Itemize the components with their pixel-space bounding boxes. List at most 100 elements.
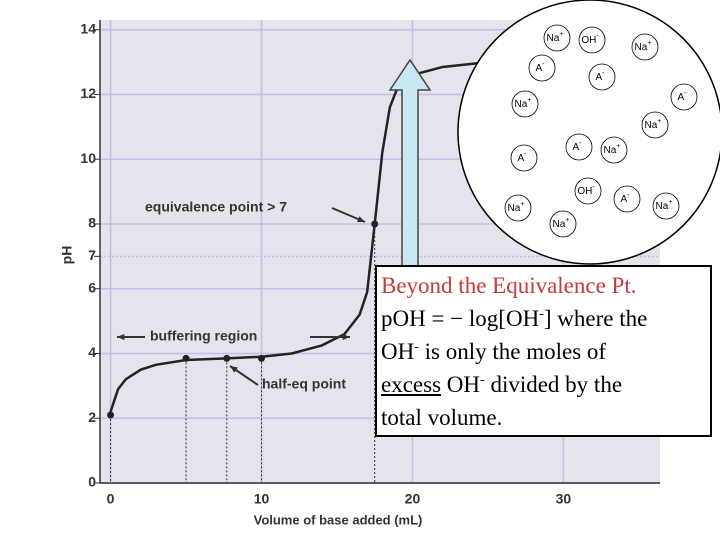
text-segment: is only the moles of: [418, 339, 607, 364]
x-tick-label: 30: [556, 491, 572, 507]
ion-circle: [588, 63, 616, 91]
ion-charge: +: [668, 199, 672, 206]
point: [258, 354, 266, 362]
text-line: Beyond the Equivalence Pt.: [381, 269, 706, 302]
up-arrow: [388, 58, 432, 269]
ion-circle: [504, 194, 532, 222]
ion-charge: -: [592, 184, 595, 191]
ion-circle: [578, 26, 606, 54]
ion-charge: +: [559, 31, 563, 38]
ion-label: A-: [595, 70, 605, 83]
y-tick-label: 0: [88, 474, 96, 490]
ion-charge: +: [657, 118, 661, 125]
text-segment: -: [414, 339, 419, 355]
ion-charge: +: [565, 217, 569, 224]
ion-circle: [574, 177, 602, 205]
x-axis-label: Volume of base added (mL): [254, 512, 423, 527]
ion-circle: [549, 210, 577, 238]
point: [223, 354, 231, 362]
ion-circle: [511, 90, 539, 118]
ion-symbol: OH: [581, 35, 596, 46]
text-line: pOH = − log[OH-] where the: [381, 302, 706, 335]
y-tick-label: 6: [88, 279, 96, 295]
text-line: excess OH- divided by the: [381, 368, 706, 401]
text-segment: pOH = − log[OH: [381, 306, 540, 331]
ion-symbol: Na: [553, 219, 566, 230]
ion-circle: [565, 133, 593, 161]
ion-symbol: Na: [656, 201, 669, 212]
annotation: equivalence point > 7: [145, 199, 287, 215]
text-segment: OH: [381, 339, 415, 364]
ion-symbol: Na: [645, 120, 658, 131]
ion-symbol: Na: [604, 145, 617, 156]
ion-label: OH-: [581, 33, 599, 46]
annotation: half-eq point: [262, 376, 346, 392]
ion-circle: [670, 83, 698, 111]
ion-symbol: Na: [547, 33, 560, 44]
ion-circle: [631, 33, 659, 61]
ion-symbol: A: [535, 63, 542, 74]
ion-charge: -: [524, 151, 527, 158]
x-tick-label: 0: [107, 491, 115, 507]
ion-symbol: Na: [508, 203, 521, 214]
ion-charge: -: [542, 61, 545, 68]
ion-circle: [510, 144, 538, 172]
ion-label: A-: [517, 151, 527, 164]
arrow-head: [357, 216, 365, 222]
ion-symbol: A: [620, 194, 627, 205]
ion-symbol: A: [595, 72, 602, 83]
ion-label: A-: [677, 90, 687, 103]
ion-symbol: Na: [635, 42, 648, 53]
arrow-head: [230, 366, 238, 373]
ion-circle: [641, 111, 669, 139]
y-axis-label: pH: [59, 246, 75, 265]
x-tick-label: 20: [405, 491, 421, 507]
ion-charge: -: [596, 33, 599, 40]
y-tick-label: 2: [88, 409, 96, 425]
x-tick-label: 10: [254, 491, 270, 507]
text-segment: total volume.: [381, 405, 503, 430]
y-tick-label: 7: [88, 247, 96, 263]
ion-charge: +: [520, 201, 524, 208]
ion-label: Na+: [604, 143, 621, 156]
point: [371, 220, 379, 228]
ion-label: Na+: [547, 31, 564, 44]
y-tick-label: 10: [80, 150, 96, 166]
ion-charge: -: [579, 140, 582, 147]
text-segment: -: [539, 306, 544, 322]
ion-charge: -: [684, 90, 687, 97]
ion-symbol: A: [572, 142, 579, 153]
annotation: buffering region: [150, 328, 257, 344]
ion-charge: -: [627, 192, 630, 199]
ion-charge: -: [602, 70, 605, 77]
text-segment: excess: [381, 372, 442, 397]
text-segment: ] where the: [543, 306, 648, 331]
ion-symbol: OH: [577, 186, 592, 197]
ion-label: Na+: [515, 97, 532, 110]
ion-label: Na+: [508, 201, 525, 214]
y-tick-label: 14: [80, 20, 96, 36]
text-segment: divided by the: [484, 372, 623, 397]
ion-symbol: A: [517, 153, 524, 164]
y-tick-label: 4: [88, 344, 96, 360]
text-segment: -: [480, 372, 485, 388]
ion-label: A-: [620, 192, 630, 205]
ion-label: Na+: [645, 118, 662, 131]
ion-circle: [528, 54, 556, 82]
text-line: OH- is only the moles of: [381, 335, 706, 368]
titration-curve: [109, 57, 609, 413]
ion-label: OH-: [577, 184, 595, 197]
ion-circle: [613, 185, 641, 213]
ion-charge: +: [527, 97, 531, 104]
arrow-head: [117, 333, 125, 341]
ion-charge: +: [647, 40, 651, 47]
ion-label: A-: [535, 61, 545, 74]
text-segment: OH: [441, 372, 481, 397]
ion-charge: +: [616, 143, 620, 150]
text-box: Beyond the Equivalence Pt. pOH = − log[OH…: [375, 265, 712, 437]
point: [182, 354, 190, 362]
ion-symbol: A: [677, 92, 684, 103]
ion-label: Na+: [656, 199, 673, 212]
ion-symbol: Na: [515, 99, 528, 110]
